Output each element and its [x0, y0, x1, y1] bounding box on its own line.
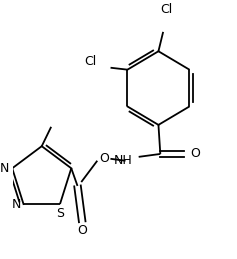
Text: S: S	[56, 207, 64, 220]
Text: Cl: Cl	[160, 3, 172, 16]
Text: NH: NH	[113, 154, 132, 167]
Text: O: O	[99, 152, 109, 165]
Text: O: O	[77, 224, 87, 237]
Text: Cl: Cl	[84, 55, 96, 68]
Text: N: N	[0, 162, 9, 175]
Text: N: N	[11, 198, 21, 211]
Text: O: O	[190, 147, 200, 160]
